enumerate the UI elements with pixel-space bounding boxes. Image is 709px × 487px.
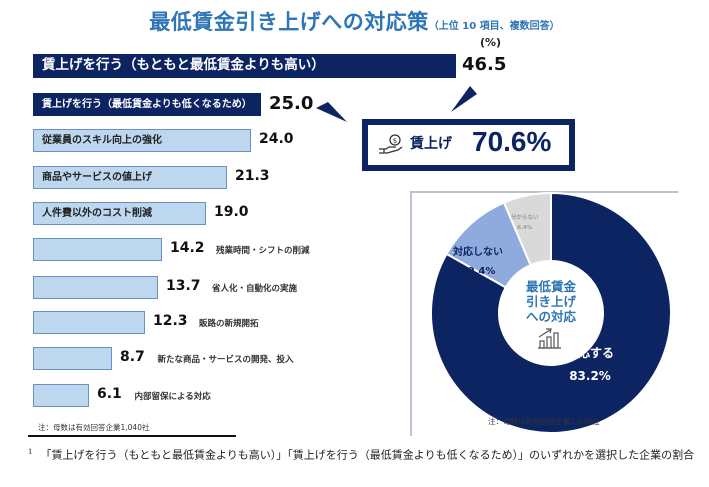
donut-chart-note: 注：母数は有効回答企業1,040社: [488, 417, 600, 426]
svg-text:$: $: [393, 137, 397, 145]
bar-3: 従業員のスキル向上の強化: [33, 129, 251, 152]
bar-value-label: 21.3: [235, 168, 270, 184]
unit-label: (%): [480, 36, 502, 49]
bar-value-label: 25.0: [269, 93, 314, 114]
donut-label-3: 分からない 6.4%: [511, 213, 539, 234]
donut-center-line-1: 最低賃金: [525, 279, 576, 294]
bar-2: 賃上げを行う（最低賃金よりも低くなるため）: [33, 93, 261, 116]
bar-value-label: 6.1: [97, 386, 122, 402]
bar-label: 賃上げを行う（もともと最低賃金よりも高い）: [42, 57, 325, 73]
bar-value-label: 46.5: [462, 54, 507, 75]
bar-value-label: 12.3: [153, 313, 188, 329]
donut-panel: [410, 191, 678, 436]
pointer-from-bar-1: [451, 86, 477, 112]
wage-increase-value: 70.6%: [472, 126, 552, 157]
donut-label-1: 対応する 83.2%: [566, 342, 614, 388]
donut-center-label: 最低賃金 引き上げ への対応: [516, 279, 586, 324]
bar-8: [33, 311, 145, 334]
donut-label-name: 対応しない: [453, 247, 503, 258]
donut-center-line-3: への対応: [525, 309, 576, 324]
bar-label: 従業員のスキル向上の強化: [42, 135, 162, 146]
pointer-from-bar-2: [316, 102, 347, 122]
bar-9: [33, 347, 112, 370]
bar-label: 賃上げを行う（最低賃金よりも低くなるため）: [42, 99, 252, 110]
donut-label-value: 6.4%: [517, 225, 533, 232]
footnote-marker: 1: [28, 448, 33, 456]
bar-label: 商品やサービスの値上げ: [42, 172, 152, 183]
donut-slice-unknown: [502, 191, 552, 267]
bar-value-label: 24.0: [259, 131, 294, 147]
bar-7: [33, 276, 158, 299]
bar-label: 人件費以外のコスト削減: [42, 208, 152, 219]
bar-value-label: 13.7: [166, 278, 201, 294]
bar-outside-label: 省人化・自動化の実施: [212, 284, 298, 294]
bar-value-label: 14.2: [170, 240, 205, 256]
bar-4: 商品やサービスの値上げ: [33, 166, 227, 189]
bar-value-label: 8.7: [120, 349, 145, 365]
bar-outside-label: 残業時間・シフトの削減: [216, 246, 310, 256]
wage-increase-total-box: $ 賃上げ 70.6%: [362, 119, 575, 171]
donut-slice-respond: [430, 191, 672, 434]
chart-title: 最低賃金引き上げへの対応策（上位 10 項目、複数回答）: [0, 6, 709, 36]
chart-subtitle: （上位 10 項目、複数回答）: [428, 21, 560, 32]
bar-1: 賃上げを行う（もともと最低賃金よりも高い）: [33, 54, 456, 78]
bar-value-label: 19.0: [214, 204, 249, 220]
bar-outside-label: 内部留保による対応: [134, 392, 211, 402]
bar-outside-label: 新たな商品・サービスの開発、投入: [157, 355, 294, 365]
footnote-divider: [28, 435, 236, 437]
hand-coin-icon: $: [379, 134, 403, 154]
donut-label-name: 対応する: [566, 346, 615, 360]
bar-5: 人件費以外のコスト削減: [33, 202, 206, 225]
footnote: 1 「賃上げを行う（もともと最低賃金よりも高い）」「賃上げを行う（最低賃金よりも低…: [28, 444, 698, 464]
donut-label-value: 83.2%: [569, 368, 611, 383]
bar-6: [33, 238, 162, 261]
bar-outside-label: 販路の新規開拓: [199, 319, 259, 329]
donut-label-value: 10.4%: [460, 266, 496, 277]
bar-chart-note: 注：母数は有効回答企業1,040社: [38, 423, 150, 432]
footnote-text: 「賃上げを行う（もともと最低賃金よりも高い）」「賃上げを行う（最低賃金よりも低く…: [40, 448, 695, 462]
wage-increase-label: 賃上げ: [410, 136, 452, 152]
chart-growth-icon: [538, 328, 561, 349]
donut-label-name: 分からない: [511, 215, 539, 221]
donut-center-line-2: 引き上げ: [525, 294, 576, 309]
donut-label-2: 対応しない 10.4%: [453, 243, 503, 281]
chart-title-main: 最低賃金引き上げへの対応策: [149, 10, 429, 34]
bar-10: [33, 384, 89, 407]
